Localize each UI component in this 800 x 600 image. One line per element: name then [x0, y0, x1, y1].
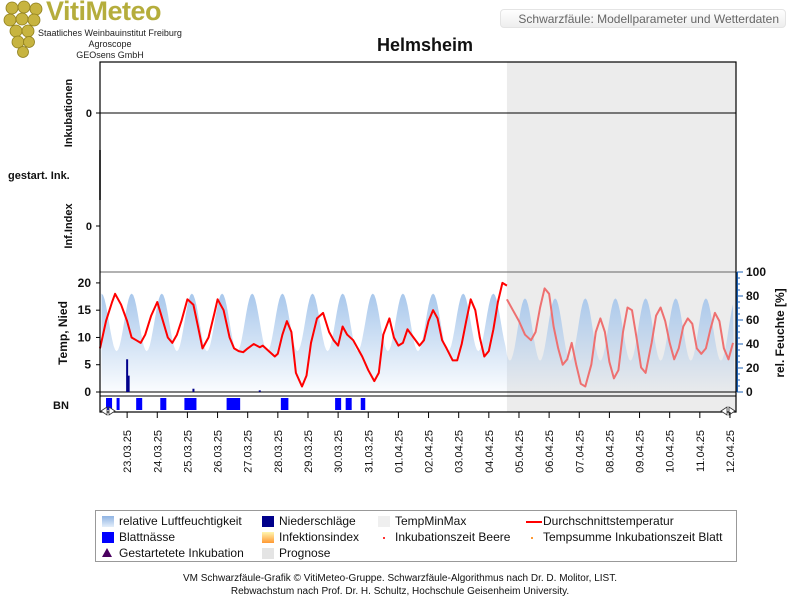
scroll-left-icon — [100, 406, 116, 416]
leaf-wetness-label: BN — [53, 400, 69, 412]
header-title: Schwarzfäule: Modellparameter und Wetter… — [500, 9, 786, 28]
legend-swatch-triangle — [102, 548, 112, 557]
leaf-wetness-bar — [226, 398, 241, 410]
legend: relative Luftfeuchtigkeit Niederschläge Te… — [95, 510, 737, 562]
x-tick-label: 03.04.25 — [454, 430, 466, 473]
footer-line-1: VM Schwarzfäule-Grafik © VitiMeteo-Grupp… — [182, 573, 617, 584]
humidity-tick-label: 0 — [746, 385, 753, 399]
leaf-wetness-bar — [106, 398, 113, 410]
legend-swatch-dot-red — [383, 537, 385, 539]
legend-label-infidx: Infektionsindex — [279, 530, 360, 544]
legend-swatch-tavg — [526, 521, 542, 523]
leaf-wetness-bar — [345, 398, 352, 410]
x-tick-label: 06.04.25 — [544, 430, 556, 473]
org-line-freiburg: Staatliches Weinbauinstitut Freiburg — [38, 28, 182, 38]
chart-title: Helmsheim — [377, 35, 473, 55]
leaf-wetness-bar — [360, 398, 366, 410]
x-tick-label: 07.04.25 — [574, 430, 586, 473]
precipitation-bar — [127, 375, 130, 392]
x-tick-label: 25.03.25 — [182, 430, 194, 473]
humidity-tick-label: 20 — [746, 361, 760, 375]
temp-tick-label: 10 — [78, 330, 92, 344]
temperature-line-forecast — [506, 287, 734, 388]
grape-logo-icon — [2, 0, 48, 62]
legend-label-prognose: Prognose — [279, 546, 331, 560]
x-tick-label: 31.03.25 — [363, 430, 375, 473]
plot-frame — [99, 61, 737, 413]
legend-label-triangle: Gestartetete Inkubation — [119, 546, 244, 560]
x-tick-label: 02.04.25 — [424, 430, 436, 473]
humidity-tick-label: 100 — [746, 265, 766, 279]
x-tick-label: 05.04.25 — [514, 430, 526, 473]
x-tick-label: 01.04.25 — [393, 430, 405, 473]
legend-label-dot-red: Inkubationszeit Beere — [395, 530, 511, 544]
x-tick-label: 10.04.25 — [665, 430, 677, 473]
logo-text: VitiMeteo — [46, 0, 162, 26]
legend-swatch-dot-orange — [531, 537, 533, 539]
legend-swatch-tempminmax — [378, 516, 390, 527]
org-line-agroscope: Agroscope — [88, 39, 132, 49]
x-tick-label: 30.03.25 — [333, 430, 345, 473]
x-tick-label: 04.04.25 — [484, 430, 496, 473]
org-line-geosens: GEOsens GmbH — [76, 50, 144, 60]
leaf-wetness-bar — [184, 398, 197, 410]
legend-swatch-leafwet — [102, 532, 114, 543]
x-tick-label: 11.04.25 — [695, 430, 707, 472]
infindex-tick-label: 0 — [86, 221, 92, 233]
precipitation-bar — [258, 390, 261, 392]
x-tick-label: 08.04.25 — [604, 430, 616, 473]
legend-swatch-precip — [262, 516, 274, 527]
x-tick-label: 27.03.25 — [243, 430, 255, 473]
scroll-right-icon — [720, 406, 736, 416]
inkubationen-axis-label: Inkubationen — [63, 79, 75, 148]
legend-swatch-infidx — [262, 532, 274, 543]
leaf-wetness-bar — [335, 398, 342, 410]
infindex-axis-label: Inf.Index — [63, 203, 75, 249]
leaf-wetness-bar — [160, 398, 167, 410]
x-tick-label: 12.04.25 — [725, 430, 737, 473]
humidity-tick-label: 40 — [746, 337, 760, 351]
temp-tick-label: 15 — [78, 303, 92, 317]
gestart-axis-label: gestart. Ink. — [8, 170, 70, 182]
legend-label-tavg: Durchschnittstemperatur — [543, 514, 674, 528]
legend-label-precip: Niederschläge — [279, 514, 356, 528]
x-tick-label: 26.03.25 — [213, 430, 225, 473]
temperature-line-observed — [99, 281, 508, 388]
temp-tick-label: 0 — [84, 385, 91, 399]
x-tick-label: 09.04.25 — [635, 430, 647, 473]
temp-tick-label: 5 — [84, 358, 91, 372]
legend-swatch-rh — [102, 516, 114, 527]
temp-tick-label: 20 — [78, 276, 92, 290]
precipitation-bar — [126, 359, 129, 392]
precipitation-bar — [192, 388, 195, 392]
humidity-tick-label: 80 — [746, 289, 760, 303]
leaf-wetness-bar — [136, 398, 143, 410]
x-tick-label: 29.03.25 — [303, 430, 315, 473]
legend-label-rh: relative Luftfeuchtigkeit — [119, 514, 242, 528]
x-tick-label: 28.03.25 — [273, 430, 285, 473]
x-tick-label: 23.03.25 — [122, 430, 134, 473]
legend-label-dot-orange: Tempsumme Inkubationszeit Blatt — [543, 530, 723, 544]
leaf-wetness-bar — [280, 398, 289, 410]
legend-swatch-prognose — [262, 548, 274, 559]
leaf-wetness-bar — [116, 398, 120, 410]
x-tick-label: 24.03.25 — [152, 430, 164, 473]
legend-label-tempminmax: TempMinMax — [395, 514, 467, 528]
legend-label-leafwet: Blattnässe — [119, 530, 176, 544]
humidity-tick-label: 60 — [746, 313, 760, 327]
footer-line-2: Rebwachstum nach Prof. Dr. H. Schultz, H… — [230, 586, 570, 597]
humidity-axis-label: rel. Feuchte [%] — [773, 288, 787, 377]
temp-axis-label: Temp, Nied — [56, 301, 70, 365]
inkubationen-tick-label: 0 — [86, 108, 92, 120]
